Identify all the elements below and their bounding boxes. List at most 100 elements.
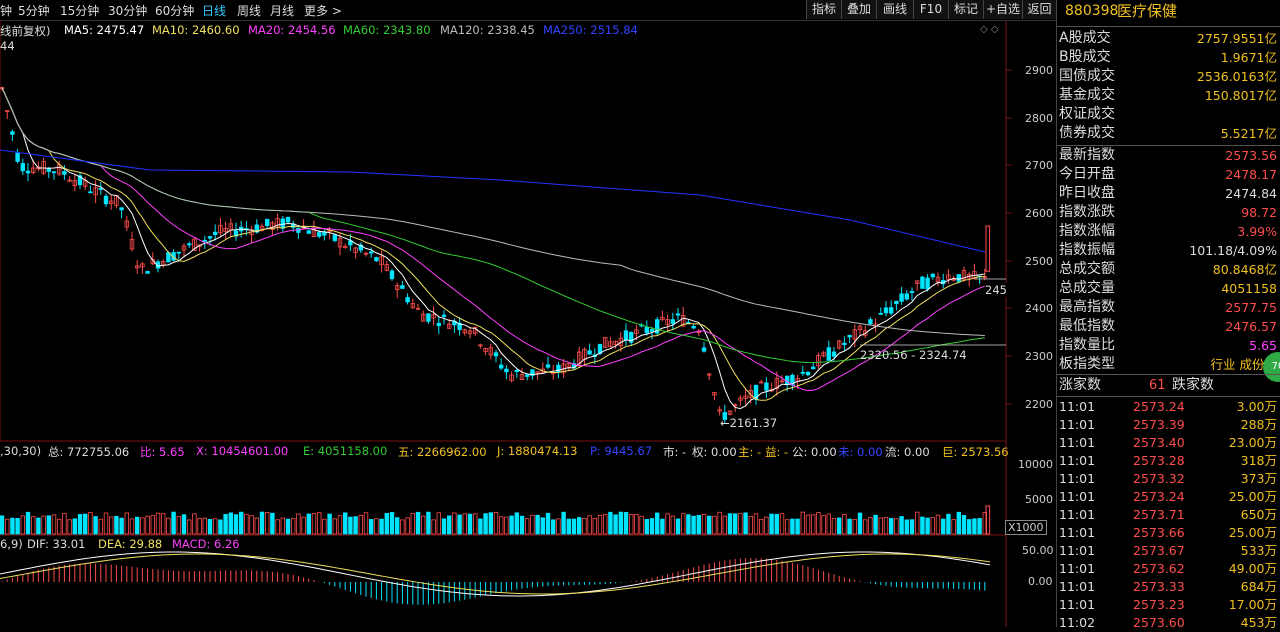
volume-bar <box>863 519 868 535</box>
volume-bar <box>977 518 982 535</box>
panel-settings-icon[interactable]: ◇ ◇ <box>980 24 999 35</box>
draw-line-button[interactable]: 画线 <box>876 0 913 19</box>
candle-body <box>727 410 733 415</box>
stat-row: 昨日收盘 2474.84 <box>1057 184 1277 203</box>
tick-row[interactable]: 11:01 2573.39 288万 <box>1057 416 1277 434</box>
volume-bar <box>675 518 681 535</box>
candle-body <box>400 285 405 289</box>
period-tab-weekly[interactable]: 周线 <box>237 4 262 18</box>
volume-bar <box>873 514 878 535</box>
tick-row[interactable]: 11:02 2573.60 453万 <box>1057 614 1277 632</box>
tick-row[interactable]: 11:01 2573.23 17.00万 <box>1057 596 1277 614</box>
candle-body <box>5 110 10 113</box>
candle-body <box>831 351 837 357</box>
overlay-button[interactable]: 叠加 <box>841 0 876 19</box>
candle-body <box>951 278 956 281</box>
candle-body <box>212 231 218 235</box>
turnover-row: 基金成交 150.8017亿 <box>1057 86 1277 105</box>
tick-volume: 25.00万 <box>1228 525 1277 540</box>
period-tab-daily[interactable]: 日线 <box>202 4 227 18</box>
stat-row: 总成交额 80.8468亿 <box>1057 260 1277 279</box>
tick-row[interactable]: 11:01 2573.24 3.00万 <box>1057 398 1277 416</box>
stat-row: 指数振幅 101.18/4.09% <box>1057 241 1277 260</box>
period-tab-30min[interactable]: 30分钟 <box>108 4 148 18</box>
candle-body <box>316 232 322 237</box>
volume-bar <box>280 517 285 535</box>
volume-bar <box>254 517 259 535</box>
candle-body <box>368 251 374 254</box>
period-tab-minute[interactable]: 钟 <box>0 4 13 18</box>
candle-body <box>134 265 140 269</box>
candle-body <box>30 167 36 173</box>
volume-bar <box>431 519 436 535</box>
period-tab-15min[interactable]: 15分钟 <box>60 4 100 18</box>
volume-bar <box>192 513 197 535</box>
volume-bar <box>946 513 951 535</box>
vol-axis-label: 10000 <box>1018 458 1053 471</box>
tick-row[interactable]: 11:01 2573.28 318万 <box>1057 452 1277 470</box>
stat-value: 2478.17 <box>1225 167 1277 182</box>
volume-bar <box>342 512 348 535</box>
period-tab-5min[interactable]: 5分钟 <box>18 4 50 18</box>
volume-bar <box>561 511 566 535</box>
volume-bar <box>114 515 119 535</box>
tick-row[interactable]: 11:01 2573.24 25.00万 <box>1057 488 1277 506</box>
volume-bar <box>935 514 941 535</box>
tick-row[interactable]: 11:01 2573.62 49.00万 <box>1057 560 1277 578</box>
ma20-line <box>1 87 985 392</box>
volume-bar <box>956 511 961 535</box>
volume-bar <box>852 519 857 535</box>
candle-body <box>712 392 717 396</box>
volume-bar <box>150 515 155 535</box>
candle-body <box>696 331 701 334</box>
tick-time: 11:01 <box>1059 471 1096 486</box>
volume-bar <box>400 519 405 535</box>
volume-bar <box>275 519 280 535</box>
volume-bar <box>727 513 733 535</box>
back-button[interactable]: 返回 <box>1022 0 1056 19</box>
volume-bar <box>244 513 249 535</box>
volume-bar <box>36 517 41 535</box>
tick-row[interactable]: 11:01 2573.66 25.00万 <box>1057 524 1277 542</box>
tick-row[interactable]: 11:01 2573.32 373万 <box>1057 470 1277 488</box>
candle-body <box>608 341 613 348</box>
ma-subline: 44 <box>0 39 15 53</box>
candle-body <box>821 352 826 357</box>
tick-row[interactable]: 11:01 2573.40 23.00万 <box>1057 434 1277 452</box>
volume-bar <box>109 516 114 535</box>
tick-row[interactable]: 11:01 2573.71 650万 <box>1057 506 1277 524</box>
candle-body <box>363 252 369 255</box>
up-count-value: 61 <box>1149 378 1166 393</box>
volume-bar <box>571 518 577 535</box>
volume-bar <box>363 512 369 535</box>
candle-body <box>816 355 821 367</box>
volume-bar <box>10 517 15 535</box>
volume-bar <box>483 513 488 535</box>
candle-body <box>264 218 270 227</box>
volume-bar <box>800 511 805 535</box>
volume-bar <box>941 518 946 535</box>
tick-row[interactable]: 11:01 2573.67 533万 <box>1057 542 1277 560</box>
stat-row: 今日开盘 2478.17 <box>1057 165 1277 184</box>
kline-chart[interactable] <box>0 0 1056 627</box>
tick-time: 11:01 <box>1059 489 1096 504</box>
add-watchlist-button[interactable]: +自选 <box>983 0 1022 19</box>
candle-body <box>509 374 514 381</box>
f10-button[interactable]: F10 <box>913 0 948 19</box>
indicator-button[interactable]: 指标 <box>806 0 841 19</box>
tick-time: 11:01 <box>1059 597 1096 612</box>
tick-time: 11:01 <box>1059 525 1096 540</box>
period-tab-60min[interactable]: 60分钟 <box>155 4 195 18</box>
stat-value: 98.72 <box>1241 205 1277 220</box>
stat-label: 最高指数 <box>1059 299 1115 315</box>
volume-bar <box>166 517 171 535</box>
volume-bar <box>186 519 192 535</box>
candle-body <box>431 314 436 319</box>
tick-row[interactable]: 11:01 2573.33 684万 <box>1057 578 1277 596</box>
mark-button[interactable]: 标记 <box>948 0 983 19</box>
volume-bar <box>811 514 816 535</box>
candle-body <box>603 337 608 348</box>
turnover-value: 150.8017亿 <box>1204 88 1277 103</box>
period-tab-monthly[interactable]: 月线 <box>270 4 295 18</box>
period-tab-more[interactable]: 更多 > <box>304 4 342 18</box>
